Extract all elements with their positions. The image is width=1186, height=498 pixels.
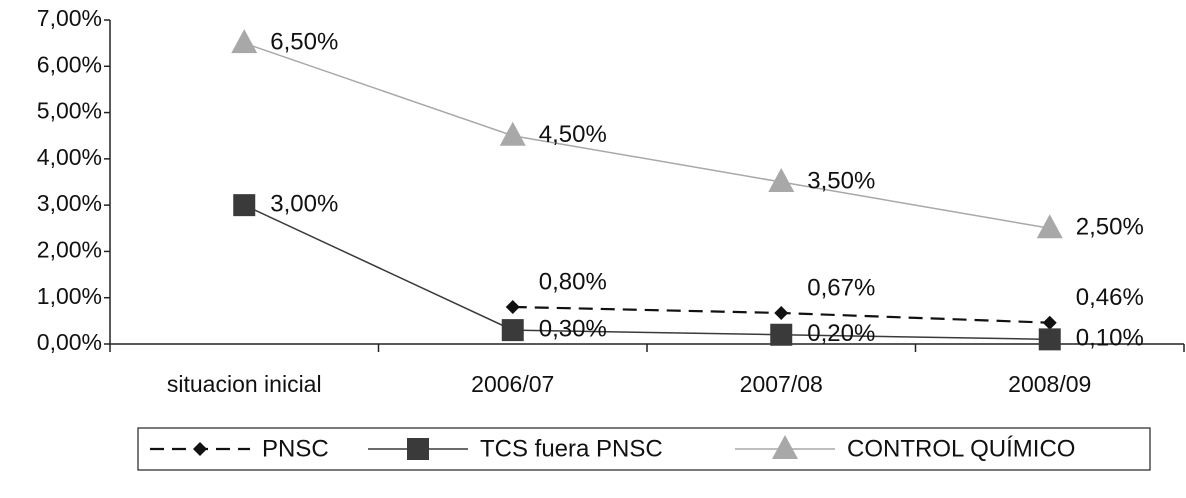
y-tick-label: 7,00% <box>37 5 102 31</box>
y-tick-label: 0,00% <box>37 329 102 355</box>
data-label: 6,50% <box>270 28 338 55</box>
legend-label: TCS fuera PNSC <box>480 435 663 462</box>
data-label: 0,30% <box>539 315 607 342</box>
data-label: 0,46% <box>1076 284 1144 311</box>
y-tick-label: 4,00% <box>37 144 102 170</box>
marker-diamond <box>193 442 207 456</box>
marker-triangle <box>768 168 795 192</box>
marker-triangle <box>772 435 798 459</box>
marker-square <box>1038 328 1061 351</box>
legend-label: PNSC <box>262 435 329 462</box>
legend-label: CONTROL QUÍMICO <box>847 435 1075 462</box>
marker-triangle <box>499 121 526 146</box>
data-label: 3,50% <box>807 167 875 194</box>
y-tick-label: 3,00% <box>37 190 102 216</box>
marker-diamond <box>774 305 789 320</box>
y-tick-label: 2,00% <box>37 237 102 263</box>
data-label: 0,10% <box>1076 325 1144 352</box>
y-tick-label: 5,00% <box>37 98 102 124</box>
y-tick-label: 1,00% <box>37 283 102 309</box>
data-label: 0,67% <box>807 274 875 301</box>
series-line <box>243 204 1050 341</box>
marker-diamond <box>1042 315 1057 330</box>
x-tick-label: 2008/09 <box>1008 371 1091 397</box>
data-label: 0,20% <box>807 320 875 347</box>
marker-square <box>501 319 524 342</box>
marker-diamond <box>505 299 520 314</box>
x-tick-label: 2006/07 <box>471 371 554 397</box>
x-tick-label: 2007/08 <box>740 371 823 397</box>
legend-box <box>137 427 1151 471</box>
marker-triangle <box>231 29 258 54</box>
marker-triangle <box>1036 214 1063 239</box>
marker-square <box>233 194 256 217</box>
marker-square <box>770 323 793 346</box>
series-line <box>244 42 1050 230</box>
data-label: 0,80% <box>539 268 607 295</box>
y-tick-label: 6,00% <box>37 51 102 77</box>
data-label: 4,50% <box>539 121 607 148</box>
data-label: 3,00% <box>270 190 338 217</box>
x-tick-label: situacion inicial <box>167 371 322 397</box>
marker-square <box>407 438 429 460</box>
data-label: 2,50% <box>1076 214 1144 241</box>
